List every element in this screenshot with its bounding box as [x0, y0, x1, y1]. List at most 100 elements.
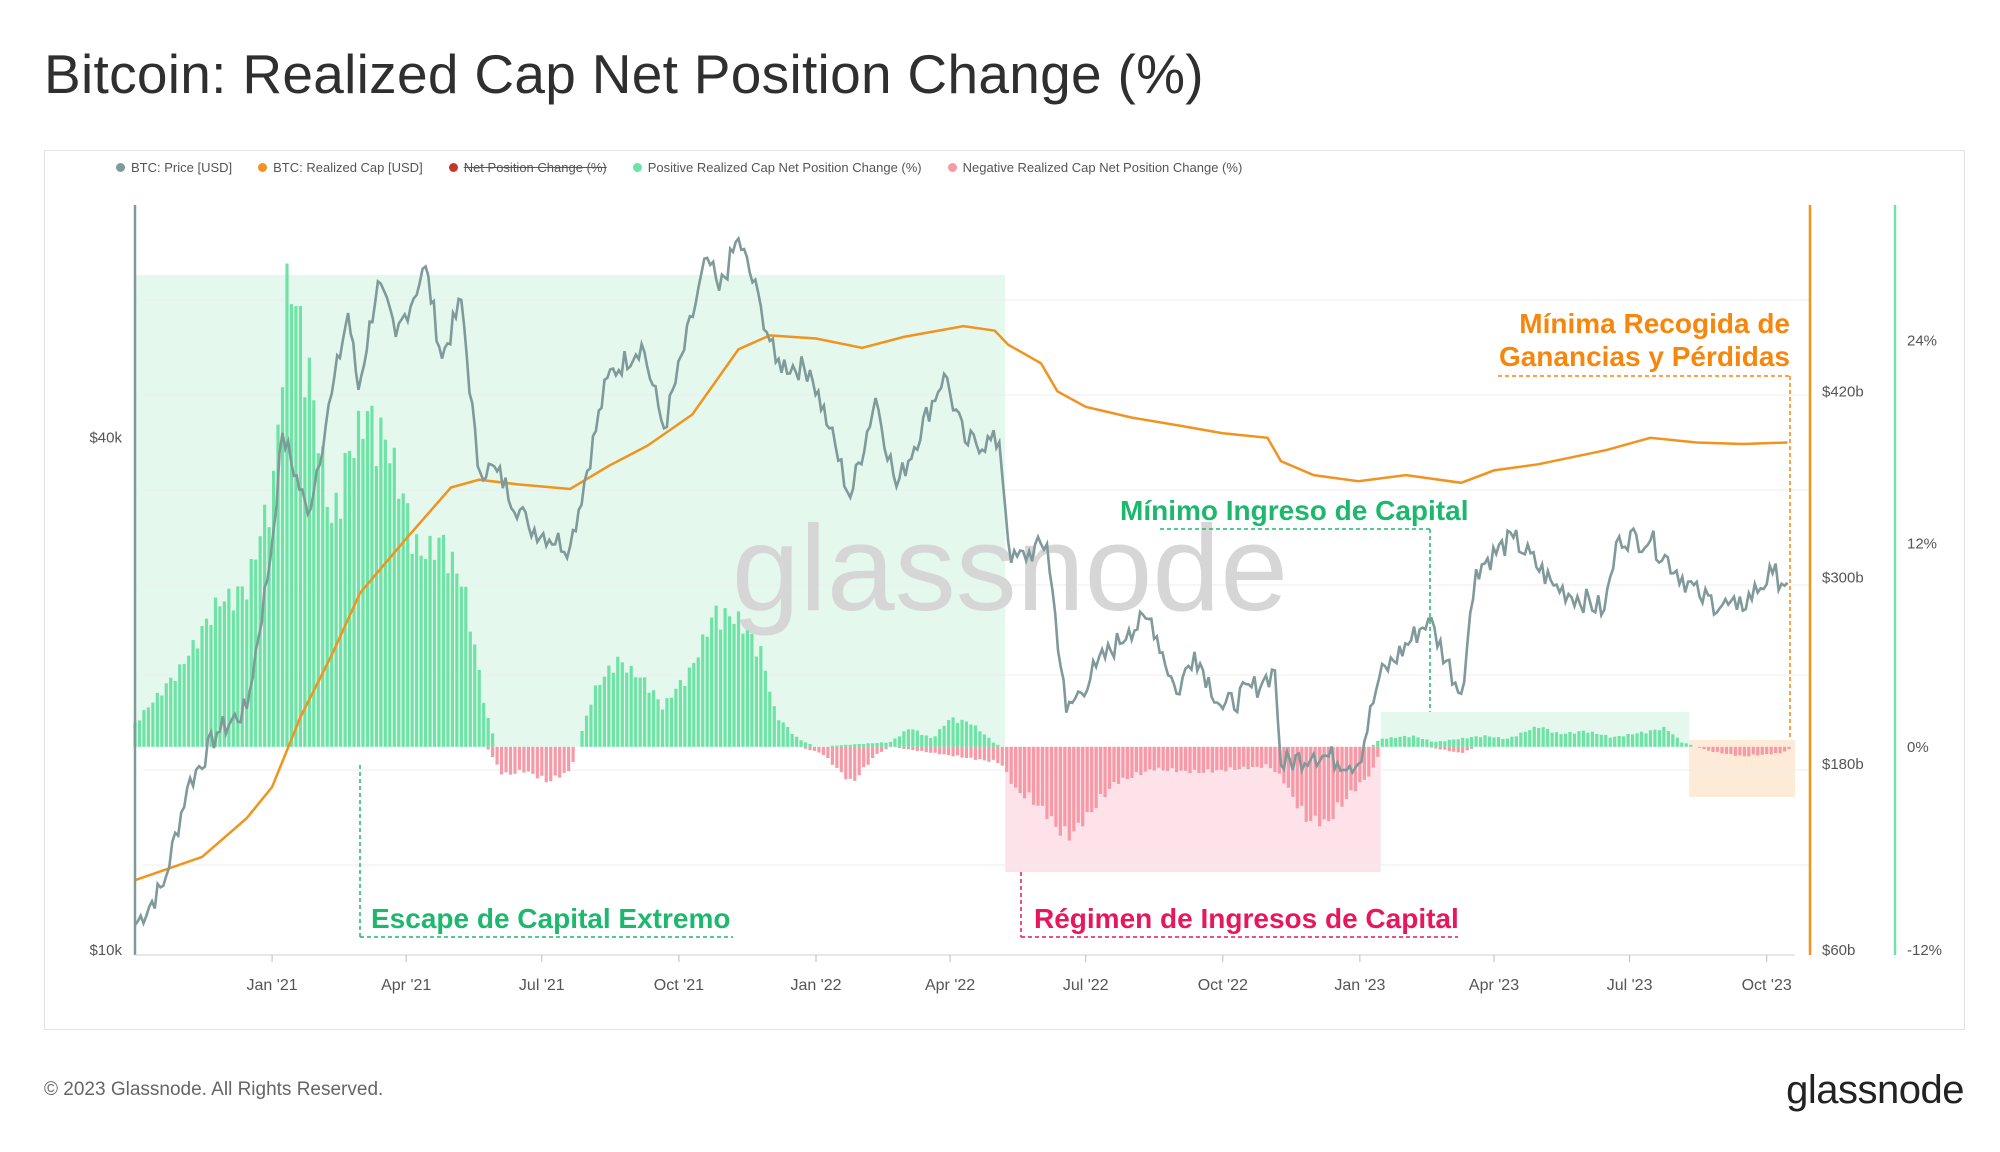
legend-item-negative[interactable]: Negative Realized Cap Net Position Chang…	[947, 160, 1242, 175]
negative-bar	[1179, 746, 1183, 771]
positive-bar	[920, 735, 924, 747]
legend-label-positive: Positive Realized Cap Net Position Chang…	[647, 160, 922, 175]
negative-bar	[1720, 746, 1724, 754]
legend[interactable]: BTC: Price [USD] BTC: Realized Cap [USD]…	[116, 160, 1242, 175]
positive-bar	[374, 466, 379, 747]
positive-bar	[1429, 741, 1434, 747]
positive-bar	[1554, 732, 1559, 747]
negative-bar	[991, 746, 995, 760]
positive-bar	[683, 685, 687, 747]
negative-bar	[1335, 746, 1340, 803]
negative-bar	[1076, 746, 1080, 823]
negative-bar	[567, 746, 571, 772]
negative-bar	[1058, 746, 1062, 836]
negative-bar	[1103, 746, 1107, 798]
positive-bar	[187, 655, 191, 747]
negative-bar	[1295, 746, 1299, 809]
negative-bar	[803, 746, 808, 749]
negative-bar	[1326, 746, 1331, 822]
positive-bar	[1420, 739, 1425, 747]
positive-bar	[231, 610, 235, 747]
positive-bar	[866, 743, 870, 747]
negative-bar	[839, 746, 843, 773]
positive-bar	[1443, 741, 1447, 747]
positive-bar	[1550, 732, 1554, 747]
negative-bar	[844, 746, 848, 780]
negative-bar	[1143, 746, 1147, 772]
positive-bar	[195, 648, 200, 747]
positive-bar	[750, 633, 754, 747]
negative-bar	[1702, 746, 1706, 750]
negative-bar	[522, 746, 526, 773]
positive-bar	[996, 744, 1000, 747]
negative-bar	[1461, 746, 1465, 753]
x-tick-label: Jan '22	[790, 977, 841, 994]
negative-bar	[821, 746, 826, 755]
positive-bar	[352, 458, 356, 747]
watermark: glassnode	[732, 500, 1288, 636]
positive-bar	[772, 706, 776, 747]
negative-bar	[1036, 746, 1040, 806]
negative-bar	[853, 746, 857, 781]
positive-bar	[1653, 729, 1657, 747]
positive-bar	[397, 498, 401, 747]
positive-bar	[1461, 737, 1465, 747]
positive-bar	[897, 736, 902, 747]
positive-bar	[777, 720, 781, 747]
positive-bar	[1675, 737, 1679, 747]
negative-bar	[1724, 746, 1729, 754]
negative-bar	[1054, 746, 1058, 827]
positive-bar	[446, 573, 450, 747]
positive-bar	[1613, 736, 1617, 747]
positive-bar	[173, 680, 177, 747]
negative-bar	[1756, 746, 1760, 756]
legend-item-positive[interactable]: Positive Realized Cap Net Position Chang…	[632, 160, 922, 175]
negative-bar	[544, 746, 548, 783]
positive-bar	[330, 522, 334, 747]
brand-logo[interactable]: glassnode	[1786, 1068, 1964, 1112]
positive-bar	[334, 492, 338, 747]
positive-bar	[754, 656, 758, 747]
negative-bar	[1447, 746, 1451, 752]
positive-bar	[1581, 730, 1586, 747]
positive-bar	[455, 573, 459, 747]
positive-bar	[379, 417, 383, 747]
positive-bar	[1662, 726, 1666, 747]
positive-bar	[678, 679, 682, 747]
legend-label-price: BTC: Price [USD]	[131, 160, 233, 175]
positive-bar	[732, 623, 736, 747]
negative-bar	[1224, 746, 1228, 772]
positive-bar	[160, 695, 164, 747]
positive-bar	[155, 692, 159, 747]
negative-bar	[1027, 746, 1031, 793]
negative-bar	[1318, 746, 1322, 827]
negative-bar	[1340, 746, 1344, 807]
legend-label-net-change: Net Position Change (%)	[463, 160, 607, 175]
negative-bar	[978, 746, 982, 760]
legend-item-net-change[interactable]: Net Position Change (%)	[448, 160, 607, 175]
positive-bar	[1528, 730, 1532, 747]
negative-bar	[526, 746, 530, 772]
negative-bar	[955, 746, 960, 756]
positive-bar	[437, 537, 441, 747]
negative-bar	[1729, 746, 1733, 755]
positive-bar	[616, 656, 620, 747]
positive-bar	[1568, 731, 1572, 747]
net-change-tick-label: 0%	[1907, 739, 1929, 756]
positive-bar	[933, 736, 937, 747]
legend-item-realized-cap[interactable]: BTC: Realized Cap [USD]	[258, 160, 423, 175]
positive-bar	[1608, 737, 1612, 747]
positive-bar	[580, 731, 584, 747]
legend-item-price[interactable]: BTC: Price [USD]	[116, 160, 232, 175]
negative-bar	[486, 746, 490, 750]
negative-bar	[558, 746, 562, 778]
positive-bar	[629, 665, 633, 747]
positive-bar	[1447, 739, 1451, 747]
positive-bar	[1537, 727, 1541, 747]
negative-bar	[1237, 746, 1241, 770]
positive-bar	[1599, 734, 1603, 747]
legend-dot-negative	[947, 163, 957, 172]
positive-bar	[884, 742, 888, 747]
positive-bar	[795, 736, 799, 747]
positive-bar	[1510, 736, 1514, 747]
